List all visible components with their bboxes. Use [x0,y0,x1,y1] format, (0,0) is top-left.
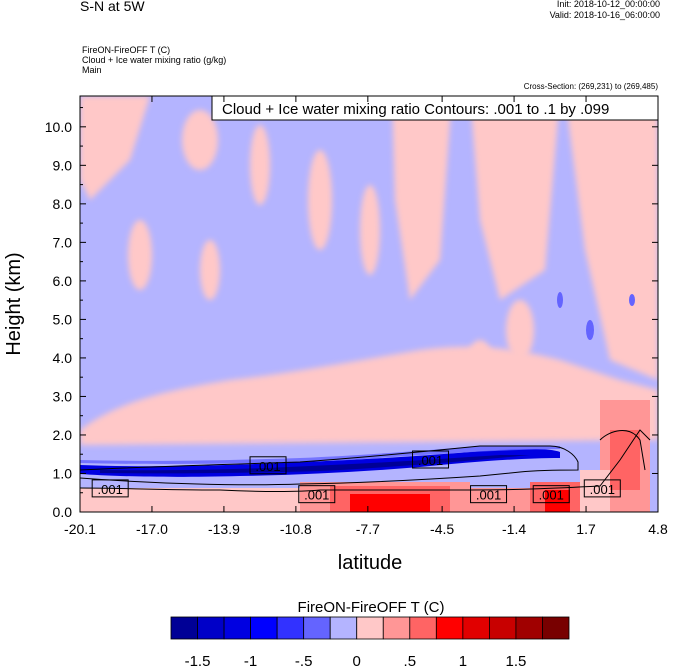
colorbar-swatch [488,616,517,640]
field-list: FireON-FireOFF T (C) Cloud + Ice water m… [82,45,226,75]
colorbar-swatch [276,616,305,640]
colorbar [170,616,570,640]
x-tick-label: -4.5 [430,521,454,537]
lower-warm-band [80,346,658,445]
x-tick-label: -20.1 [64,521,96,537]
plot-title: S-N at 5W [80,0,145,14]
x-tick-label: -13.9 [208,521,240,537]
temperature-field [80,96,658,512]
y-tick-label: 6.0 [53,273,73,289]
contour-label-box [470,485,508,504]
colorbar-swatch [435,616,464,640]
colorbar-swatch [303,616,331,640]
y-tick-label: 10.0 [45,119,72,135]
init-time: Init: 2018-10-12_00:00:00 [556,0,660,9]
contour-label-box [91,479,129,498]
cross-section-label: Cross-Section: (269,231) to (269,485) [523,82,658,91]
y-tick-label: 4.0 [53,350,73,366]
contour-label: .001 [98,482,123,497]
x-axis-title: latitude [338,552,403,574]
colorbar-tick-label: -1 [244,653,257,668]
contour-label: .001 [476,488,501,503]
colorbar-title: FireON-FireOFF T (C) [298,599,445,616]
colorbar-tick-label: 0 [353,653,361,668]
colorbar-tick-label: -.5 [295,653,313,668]
colorbar-swatch [223,616,251,640]
colorbar-swatch [356,616,384,640]
y-tick-label: 2.0 [53,427,73,443]
x-tick-label: -7.7 [356,521,380,537]
colorbar-swatch [542,616,570,640]
contour-label: .001 [418,453,443,468]
x-tick-label: -1.4 [502,521,526,537]
y-tick-label: 3.0 [53,388,73,404]
x-tick-label: -10.8 [280,521,312,537]
colorbar-labels: -1.5 -1 -.5 0 .5 1 1.5 [185,653,527,668]
field-main: Main [82,65,102,75]
x-tick-label: 1.7 [576,521,596,537]
colorbar-swatch [250,616,278,640]
surface-warming [80,400,650,512]
x-tick-label: 4.8 [648,521,668,537]
contour-label: .001 [304,488,329,503]
colorbar-tick-label: 1 [459,653,467,668]
contour-label-box [583,479,621,498]
contour-label: .001 [590,482,615,497]
contour-label-box [412,450,450,469]
contour-label: .001 [539,488,564,503]
y-tick-label: 5.0 [53,311,73,327]
colorbar-swatch [515,616,543,640]
y-axis-title: Height (km) [3,252,25,355]
plot-background [80,96,658,512]
colorbar-tick-label: .5 [404,653,417,668]
colorbar-swatch [462,616,490,640]
contour-label: .001 [255,459,280,474]
contour-labels: .001 .001 .001 .001 .001 .001 .001 [91,450,621,504]
contour-label-box [249,456,287,475]
field-contour: Cloud + Ice water mixing ratio (g/kg) [82,55,227,65]
colorbar-tick-label: -1.5 [185,653,211,668]
contour-info-label: Cloud + Ice water mixing ratio Contours:… [222,101,609,118]
x-tick-label: -17.0 [136,521,168,537]
colorbar-tick-label: 1.5 [506,653,527,668]
y-tick-label: 8.0 [53,196,73,212]
colorbar-swatch [409,616,437,640]
y-tick-label: 9.0 [53,157,73,173]
colorbar-swatch [197,616,225,640]
field-shaded: FireON-FireOFF T (C) [82,45,171,55]
valid-time: Valid: 2018-10-16_06:00:00 [549,10,660,20]
x-axis: -20.1 -17.0 -13.9 -10.8 -7.7 -4.5 -1.4 1.7 4.8 [64,96,668,537]
cloud-cooling-core [100,455,530,474]
contour-label-box [532,485,570,504]
contour-label-box [298,485,336,504]
y-tick-label: 1.0 [53,465,73,481]
contour-info-box [211,95,659,121]
colorbar-swatch [329,616,358,640]
colorbar-swatch [170,616,198,640]
time-info: Init: 2018-10-12_00:00:00 Valid: 2018-10… [550,0,660,21]
y-tick-label: 7.0 [53,234,73,250]
y-axis: 0.0 1.0 2.0 3.0 4.0 5.0 6.0 7.0 8.0 9.0 10.0 [45,107,658,520]
colorbar-swatch [382,616,411,640]
y-tick-label: 0.0 [53,504,73,520]
